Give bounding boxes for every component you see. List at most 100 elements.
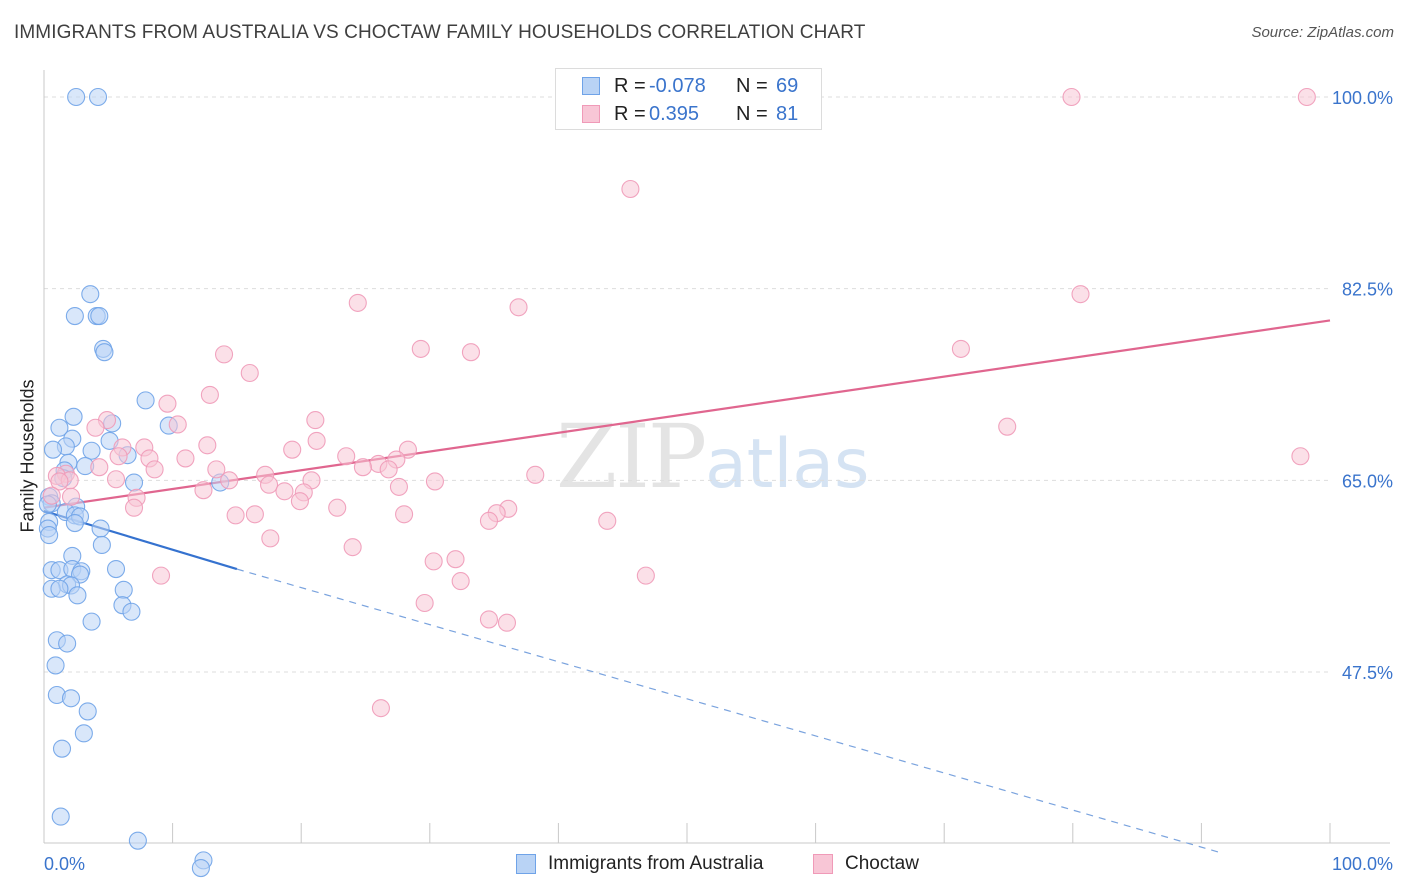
points-layer (38, 87, 1316, 878)
point-choctaw (61, 487, 81, 506)
point-australia (88, 87, 108, 107)
point-australia (91, 519, 110, 538)
point-choctaw (446, 550, 465, 569)
point-choctaw (636, 566, 655, 585)
trend-layer (43, 319, 1331, 854)
point-australia (82, 441, 101, 460)
point-choctaw (348, 293, 367, 312)
point-choctaw (50, 472, 69, 491)
legend-r-label: R = (614, 103, 646, 125)
point-choctaw (371, 699, 390, 718)
point-choctaw (259, 475, 279, 494)
point-australia (68, 586, 87, 605)
point-choctaw (497, 613, 517, 632)
point-choctaw (261, 529, 280, 548)
point-choctaw (998, 417, 1017, 436)
point-choctaw (509, 298, 528, 317)
point-choctaw (598, 511, 617, 530)
point-choctaw (176, 449, 195, 468)
point-choctaw (337, 447, 356, 466)
legend-swatch-australia (582, 77, 600, 95)
legend-r-value: 0.395 (649, 103, 700, 125)
point-choctaw (168, 415, 187, 434)
point-choctaw (395, 505, 414, 524)
legend-r-value: -0.078 (649, 75, 706, 97)
legend-swatch-choctaw (582, 105, 600, 123)
legend-n-value: 69 (776, 75, 799, 97)
watermark-atlas: atlas (705, 425, 870, 504)
point-australia (43, 440, 63, 459)
point-australia (64, 407, 83, 426)
legend-r-label: R = (614, 75, 646, 97)
point-choctaw (283, 440, 302, 459)
point-choctaw (207, 460, 226, 479)
legend-n-label: N = (736, 75, 768, 97)
point-choctaw (461, 343, 481, 362)
point-choctaw (389, 477, 408, 496)
axis-layer (43, 70, 1390, 844)
point-choctaw (90, 458, 109, 477)
x-tick-label: 100.0% (1332, 854, 1393, 874)
series-legend: Immigrants from Australia Choctaw (0, 852, 1406, 878)
point-australia (124, 473, 144, 492)
grid-layer (44, 96, 1330, 673)
legend-n-label: N = (736, 103, 768, 125)
point-choctaw (328, 498, 347, 517)
point-choctaw (1071, 285, 1090, 304)
point-choctaw (226, 506, 245, 525)
y-tick-label: 100.0% (1332, 88, 1393, 108)
x-tick-label: 0.0% (44, 854, 85, 874)
point-choctaw (106, 470, 126, 489)
y-tick-label: 47.5% (1342, 663, 1393, 683)
point-choctaw (479, 511, 499, 530)
point-choctaw (343, 538, 362, 557)
trend-line-australia-extension (236, 568, 1221, 854)
point-australia (81, 285, 100, 304)
chart-source: Source: ZipAtlas.com (1251, 24, 1394, 41)
point-choctaw (1062, 87, 1081, 107)
y-tick-label: 82.5% (1342, 280, 1393, 300)
point-choctaw (214, 345, 234, 364)
point-australia (65, 306, 84, 326)
point-australia (78, 702, 97, 721)
point-australia (67, 87, 86, 107)
point-australia (114, 580, 133, 599)
point-choctaw (220, 471, 239, 490)
point-australia (50, 579, 69, 598)
point-choctaw (109, 447, 128, 466)
point-choctaw (451, 572, 470, 591)
point-choctaw (424, 552, 443, 571)
point-choctaw (621, 179, 640, 199)
point-choctaw (1291, 447, 1310, 466)
point-choctaw (290, 492, 309, 511)
legend-swatch-choctaw (813, 854, 833, 874)
point-choctaw (245, 505, 264, 524)
point-choctaw (124, 498, 144, 517)
point-australia (51, 807, 70, 826)
legend-label-australia: Immigrants from Australia (548, 853, 764, 874)
point-australia (122, 602, 141, 621)
point-choctaw (145, 460, 164, 479)
point-choctaw (198, 436, 217, 455)
point-choctaw (951, 339, 970, 358)
point-australia (65, 513, 84, 533)
point-australia (40, 526, 59, 545)
point-australia (58, 634, 77, 653)
point-australia (90, 306, 109, 326)
point-choctaw (151, 566, 171, 585)
point-choctaw (353, 458, 372, 477)
legend-row-choctaw: R = 0.395 N = 81 (556, 100, 821, 128)
point-choctaw (479, 610, 499, 629)
point-australia (82, 612, 101, 631)
legend-label-choctaw: Choctaw (845, 853, 919, 874)
chart-title: IMMIGRANTS FROM AUSTRALIA VS CHOCTAW FAM… (14, 22, 866, 43)
point-choctaw (379, 460, 398, 479)
point-choctaw (200, 385, 219, 404)
point-australia (46, 656, 65, 675)
point-australia (95, 343, 114, 362)
point-choctaw (307, 431, 326, 450)
point-choctaw (411, 339, 430, 358)
point-choctaw (526, 465, 545, 484)
point-choctaw (42, 486, 61, 505)
correlation-legend: R = -0.078 N = 69 R = 0.395 N = 81 (555, 68, 822, 130)
